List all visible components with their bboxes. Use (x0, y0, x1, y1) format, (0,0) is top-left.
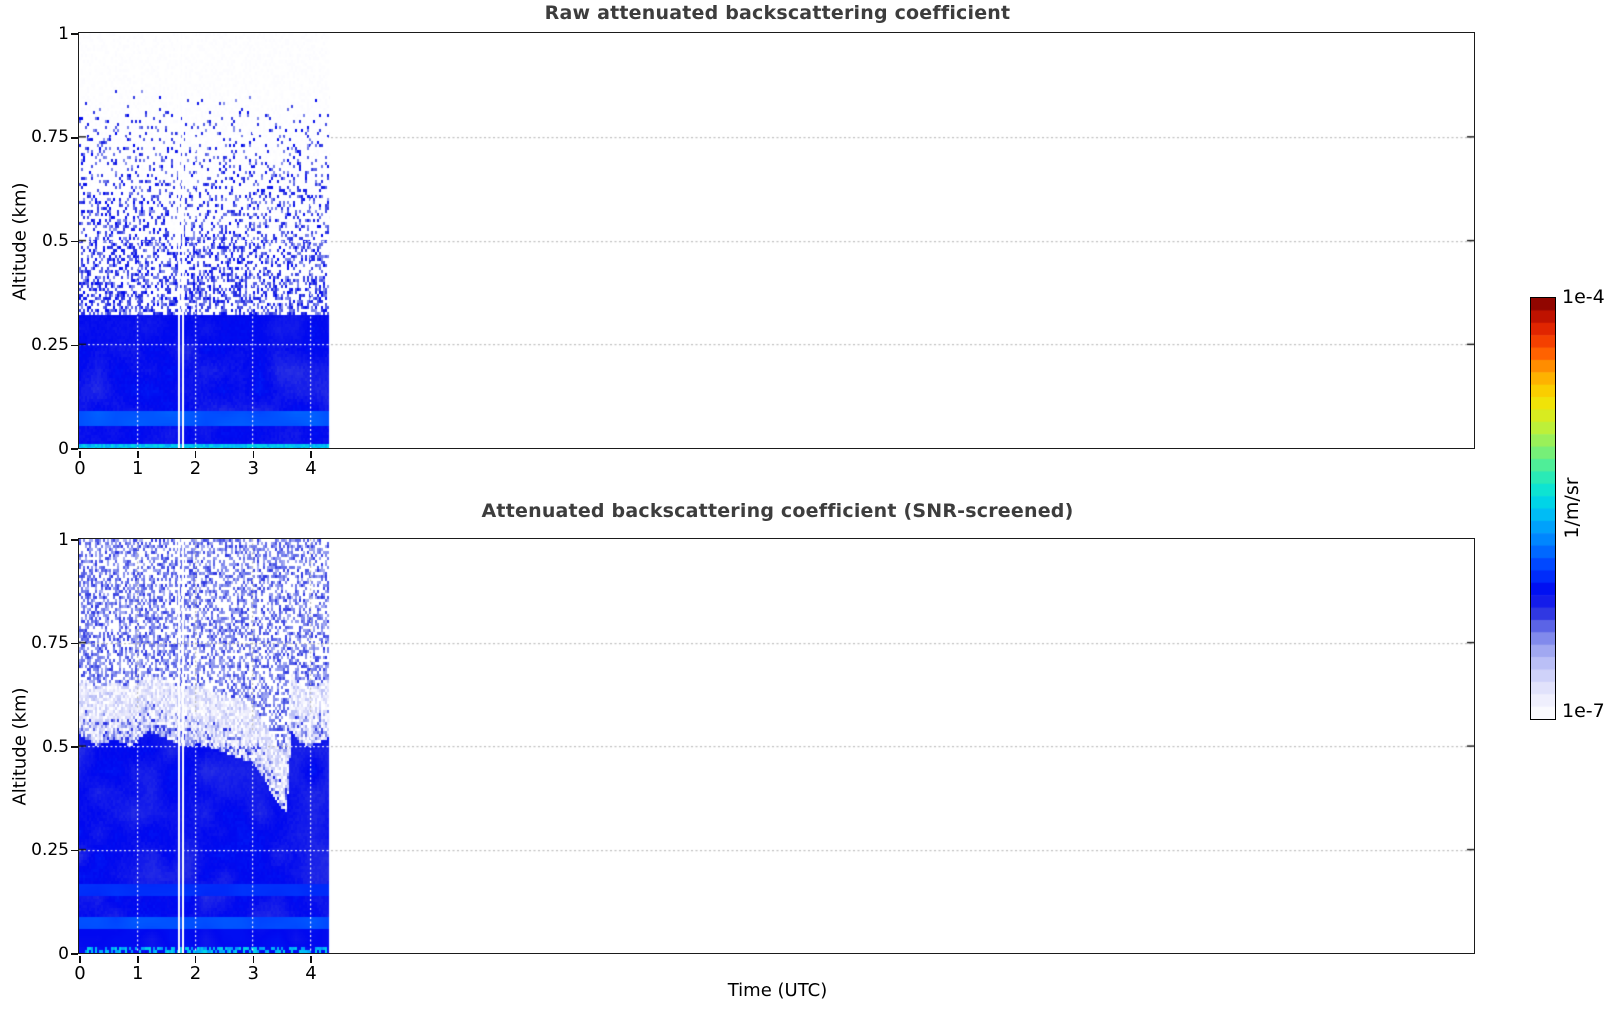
colorbar (1530, 297, 1556, 720)
x-tick-mark (310, 451, 312, 458)
y-tick-mark (71, 539, 78, 541)
y-tick-mark (71, 746, 78, 748)
x-tick-label: 4 (305, 963, 317, 984)
x-tick-mark (79, 451, 81, 458)
y-tick-label: 1 (58, 23, 69, 44)
y-tick-label: 1 (58, 529, 69, 550)
y-tick-label: 0.25 (31, 840, 69, 860)
x-tick-label: 3 (247, 963, 259, 984)
y-tick-mark (71, 448, 78, 450)
x-tick-label: 3 (247, 458, 259, 479)
plot-title-screened: Attenuated backscattering coefficient (S… (481, 500, 1074, 522)
y-tick-label: 0 (58, 943, 69, 964)
y-tick-mark (71, 642, 78, 645)
x-tick-mark (137, 451, 139, 458)
x-tick-label: 2 (189, 458, 202, 479)
y-tick-mark (71, 137, 78, 139)
x-tick-label: 4 (305, 458, 317, 479)
y-tick-mark (71, 953, 78, 955)
x-tick-mark (252, 956, 254, 963)
x-tick-mark (194, 956, 197, 963)
y-tick-mark (71, 240, 78, 243)
x-tick-mark (194, 451, 197, 458)
x-tick-mark (310, 956, 312, 963)
panel-raw (78, 32, 1476, 450)
panel-screened (78, 538, 1476, 955)
x-tick-mark (252, 451, 254, 458)
y-tick-label: 0.75 (31, 127, 69, 148)
x-tick-label: 2 (189, 963, 202, 984)
y-tick-label: 0.5 (41, 736, 69, 757)
colorbar-units-label: 1/m/sr (1561, 476, 1583, 539)
x-tick-label: 1 (132, 963, 144, 984)
plot-title-raw: Raw attenuated backscattering coefficien… (544, 2, 1011, 24)
x-tick-label: 1 (132, 458, 144, 479)
x-tick-mark (137, 956, 139, 963)
x-tick-label: 0 (74, 458, 86, 479)
y-tick-mark (71, 344, 78, 346)
y-tick-mark (71, 849, 78, 852)
y-tick-label: 0.25 (31, 334, 69, 355)
colorbar-min-label: 1e-7 (1562, 700, 1605, 722)
heatmap-canvas-screened (79, 539, 1475, 954)
x-tick-label: 0 (74, 963, 86, 984)
colorbar-max-label: 1e-4 (1562, 286, 1605, 308)
x-axis-label: Time (UTC) (727, 980, 828, 1001)
y-tick-label: 0.5 (41, 231, 69, 251)
y-tick-label: 0 (58, 438, 69, 459)
colorbar-canvas (1531, 298, 1555, 719)
y-tick-label: 0.75 (31, 633, 69, 653)
y-tick-mark (71, 33, 78, 35)
heatmap-canvas-raw (79, 33, 1475, 449)
x-tick-mark (79, 956, 81, 963)
